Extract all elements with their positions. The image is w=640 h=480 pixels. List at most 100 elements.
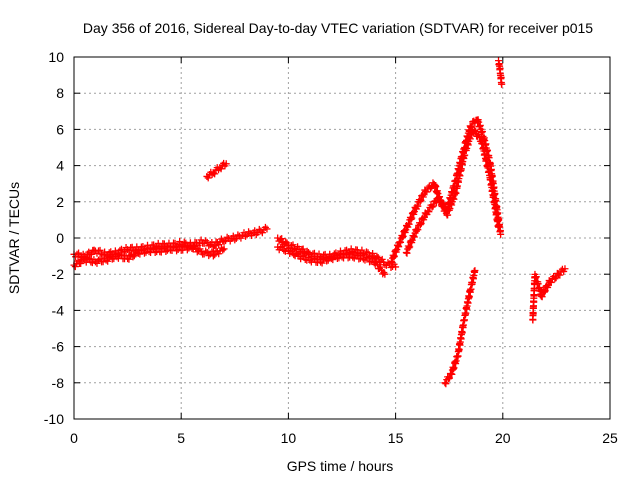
data-point [374, 254, 382, 262]
data-point [220, 238, 228, 246]
data-point [414, 202, 422, 210]
y-axis-label: SDTVAR / TECUs [6, 182, 22, 294]
data-point [77, 260, 85, 268]
data-point [471, 267, 479, 275]
data-point [278, 243, 286, 251]
data-point [129, 253, 137, 261]
data-point [498, 80, 506, 88]
data-point [104, 257, 112, 265]
data-point [261, 223, 269, 231]
data-point [495, 223, 503, 231]
data-point [404, 242, 412, 250]
data-point [299, 245, 307, 253]
data-point [136, 250, 144, 258]
data-point [217, 165, 225, 173]
data-point [211, 170, 219, 178]
data-point [320, 255, 328, 263]
data-point [402, 248, 410, 256]
data-point [446, 374, 454, 382]
data-point [140, 249, 148, 257]
data-point [231, 236, 239, 244]
data-point [278, 235, 286, 243]
data-point [204, 174, 212, 182]
data-point [551, 275, 559, 283]
data-point [323, 257, 331, 265]
data-point [75, 249, 83, 257]
data-point [428, 203, 436, 211]
y-tick-label: -8 [52, 375, 65, 391]
data-point [425, 208, 433, 216]
data-point [358, 252, 366, 260]
data-point [220, 245, 228, 253]
chart-title: Day 356 of 2016, Sidereal Day-to-day VTE… [83, 20, 593, 36]
data-point [381, 270, 389, 278]
data-point [405, 244, 413, 252]
data-point [403, 249, 411, 257]
x-tick-label: 0 [70, 430, 78, 446]
grid-lines [74, 57, 610, 419]
data-point [416, 198, 424, 206]
y-tick-label: 6 [56, 121, 64, 137]
data-point [222, 160, 230, 168]
data-point [416, 221, 424, 229]
y-tick-label: 0 [56, 230, 64, 246]
data-point [87, 250, 95, 258]
x-tick-label: 20 [495, 430, 511, 446]
y-tick-label: 10 [48, 49, 64, 65]
x-axis-label: GPS time / hours [287, 458, 394, 474]
data-point [209, 252, 217, 260]
data-point [219, 246, 227, 254]
data-point [151, 249, 159, 257]
data-point [547, 278, 555, 286]
data-point [91, 258, 99, 266]
data-point [288, 247, 296, 255]
x-tick-label: 15 [388, 430, 404, 446]
data-point [373, 252, 381, 260]
data-point [347, 250, 355, 258]
y-tick-label: -2 [52, 266, 65, 282]
x-tick-label: 10 [281, 430, 297, 446]
y-tick-label: 8 [56, 85, 64, 101]
data-point [303, 247, 311, 255]
data-point [191, 243, 199, 251]
data-point [414, 226, 422, 234]
data-point [405, 220, 413, 228]
data-point [71, 263, 79, 271]
data-point [324, 256, 332, 264]
data-point [258, 229, 266, 237]
data-point [209, 243, 217, 251]
data-point [85, 255, 93, 263]
data-point [423, 188, 431, 196]
y-tick-label: -4 [52, 302, 65, 318]
y-tick-label: 2 [56, 194, 64, 210]
data-point [95, 256, 103, 264]
data-point [202, 237, 210, 245]
y-tick-label: -6 [52, 339, 65, 355]
data-point [263, 225, 271, 233]
data-point [437, 196, 445, 204]
data-point [93, 259, 101, 267]
data-point [369, 255, 377, 263]
data-point [363, 253, 371, 261]
y-tick-label: 4 [56, 158, 64, 174]
data-points [70, 57, 569, 388]
data-point [197, 236, 205, 244]
data-point [223, 233, 231, 241]
data-point [162, 248, 170, 256]
data-point [289, 241, 297, 249]
data-point [329, 256, 337, 264]
data-point [471, 126, 479, 134]
data-point [202, 247, 210, 255]
data-point [410, 233, 418, 241]
data-point [538, 293, 546, 301]
y-tick-label: -10 [44, 411, 64, 427]
data-point [105, 254, 113, 262]
data-point [88, 259, 96, 267]
data-point [333, 255, 341, 263]
data-point [408, 214, 416, 222]
data-point [392, 263, 400, 271]
data-point [205, 242, 213, 250]
data-point [186, 241, 194, 249]
data-point [561, 265, 569, 273]
data-point [407, 215, 415, 223]
